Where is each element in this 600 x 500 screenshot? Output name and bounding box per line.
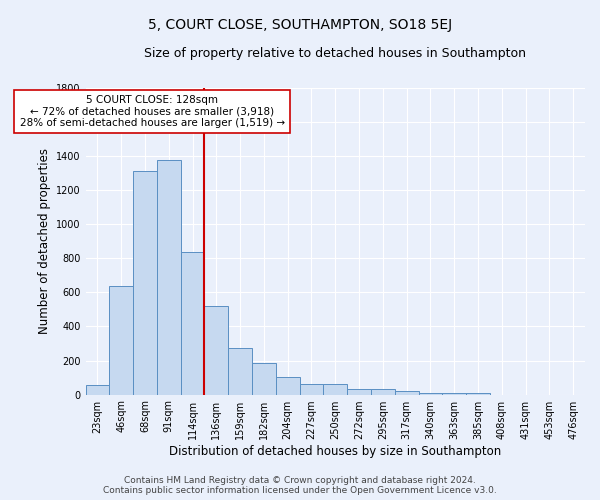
Text: Contains HM Land Registry data © Crown copyright and database right 2024.
Contai: Contains HM Land Registry data © Crown c… <box>103 476 497 495</box>
Bar <box>205 306 228 394</box>
Bar <box>181 252 205 394</box>
Bar <box>419 393 442 394</box>
Bar <box>228 348 252 395</box>
Bar <box>133 172 157 394</box>
Title: Size of property relative to detached houses in Southampton: Size of property relative to detached ho… <box>144 48 526 60</box>
Text: 5, COURT CLOSE, SOUTHAMPTON, SO18 5EJ: 5, COURT CLOSE, SOUTHAMPTON, SO18 5EJ <box>148 18 452 32</box>
Bar <box>157 160 181 394</box>
Bar <box>395 391 419 394</box>
Bar <box>299 384 323 394</box>
Bar <box>276 376 299 394</box>
Bar <box>371 390 395 394</box>
Bar <box>347 388 371 394</box>
X-axis label: Distribution of detached houses by size in Southampton: Distribution of detached houses by size … <box>169 444 502 458</box>
Bar <box>323 384 347 394</box>
Bar <box>442 393 466 394</box>
Bar <box>86 385 109 394</box>
Text: 5 COURT CLOSE: 128sqm
← 72% of detached houses are smaller (3,918)
28% of semi-d: 5 COURT CLOSE: 128sqm ← 72% of detached … <box>20 95 285 128</box>
Bar <box>252 363 276 394</box>
Bar <box>109 286 133 395</box>
Bar <box>466 393 490 394</box>
Y-axis label: Number of detached properties: Number of detached properties <box>38 148 50 334</box>
